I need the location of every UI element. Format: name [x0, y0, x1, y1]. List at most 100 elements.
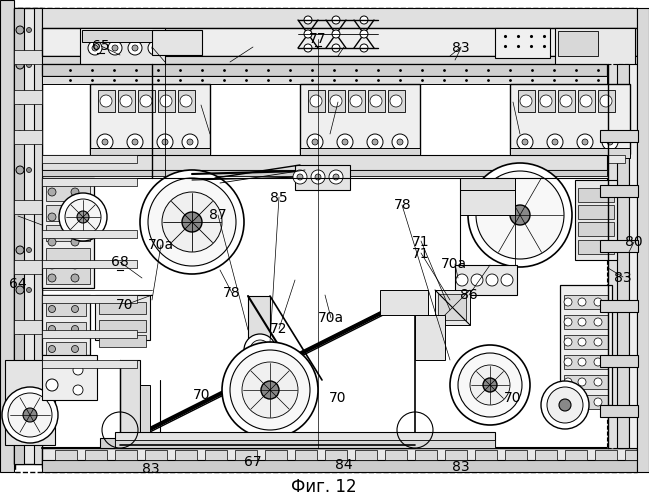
Bar: [625, 450, 647, 460]
Circle shape: [182, 212, 202, 232]
Bar: [46, 342, 86, 356]
Bar: [575, 180, 617, 260]
Circle shape: [602, 134, 618, 150]
Circle shape: [23, 408, 37, 422]
Circle shape: [16, 26, 24, 34]
Circle shape: [27, 132, 32, 138]
Bar: [100, 438, 420, 448]
Bar: [42, 155, 607, 170]
Circle shape: [547, 387, 583, 423]
Bar: [385, 450, 407, 460]
Bar: [435, 290, 470, 325]
Bar: [42, 355, 97, 400]
Circle shape: [71, 238, 79, 246]
Circle shape: [48, 238, 56, 246]
Bar: [115, 450, 137, 460]
Bar: [42, 56, 637, 64]
Circle shape: [458, 353, 522, 417]
Circle shape: [486, 274, 498, 286]
Text: 83: 83: [614, 270, 632, 284]
Circle shape: [559, 399, 571, 411]
Bar: [46, 302, 86, 316]
Circle shape: [48, 274, 56, 282]
Bar: [99, 302, 146, 314]
Bar: [14, 50, 42, 64]
Circle shape: [397, 139, 403, 145]
Circle shape: [329, 170, 343, 184]
Circle shape: [27, 368, 32, 372]
Bar: [415, 315, 445, 360]
Circle shape: [600, 95, 612, 107]
Circle shape: [578, 378, 586, 386]
Bar: [495, 28, 550, 58]
Bar: [140, 385, 150, 445]
Circle shape: [27, 168, 32, 172]
Text: 72: 72: [271, 322, 288, 336]
Bar: [560, 285, 612, 405]
Bar: [42, 448, 637, 468]
Circle shape: [578, 338, 586, 346]
Bar: [42, 28, 637, 56]
Circle shape: [16, 246, 24, 254]
Circle shape: [97, 134, 113, 150]
Bar: [515, 155, 625, 163]
Text: 87: 87: [208, 208, 227, 222]
Bar: [95, 155, 205, 163]
Bar: [564, 315, 608, 329]
Circle shape: [140, 95, 152, 107]
Circle shape: [332, 30, 340, 38]
Text: 78: 78: [393, 198, 411, 212]
Text: 84: 84: [335, 458, 353, 472]
Bar: [145, 450, 167, 460]
Circle shape: [350, 95, 362, 107]
Bar: [34, 8, 42, 464]
Circle shape: [450, 345, 530, 425]
Bar: [564, 295, 608, 309]
Circle shape: [127, 134, 143, 150]
Bar: [14, 380, 42, 394]
Circle shape: [148, 178, 236, 266]
Bar: [518, 90, 535, 112]
Bar: [118, 90, 135, 112]
Circle shape: [65, 199, 101, 235]
Circle shape: [560, 95, 572, 107]
Text: 83: 83: [452, 41, 470, 55]
Circle shape: [46, 379, 58, 391]
Circle shape: [8, 393, 52, 437]
Circle shape: [16, 326, 24, 334]
Bar: [42, 295, 90, 355]
Bar: [115, 440, 495, 448]
Circle shape: [187, 139, 193, 145]
Circle shape: [88, 41, 102, 55]
Circle shape: [337, 134, 353, 150]
Circle shape: [578, 318, 586, 326]
Bar: [205, 450, 227, 460]
Bar: [42, 260, 137, 268]
Circle shape: [242, 362, 298, 418]
Circle shape: [370, 95, 382, 107]
Circle shape: [244, 334, 276, 366]
Circle shape: [2, 387, 58, 443]
Bar: [535, 450, 557, 460]
Circle shape: [342, 139, 348, 145]
Circle shape: [59, 193, 107, 241]
Text: 65: 65: [92, 39, 110, 53]
Circle shape: [152, 45, 158, 51]
Circle shape: [332, 44, 340, 52]
Circle shape: [140, 170, 244, 274]
Circle shape: [16, 406, 24, 414]
Bar: [235, 450, 257, 460]
Circle shape: [132, 45, 138, 51]
Text: 78: 78: [223, 286, 241, 300]
Bar: [564, 375, 608, 389]
Bar: [85, 450, 107, 460]
Bar: [0, 0, 14, 472]
Bar: [14, 260, 42, 274]
Bar: [368, 90, 385, 112]
Circle shape: [360, 44, 368, 52]
Bar: [14, 200, 42, 214]
Circle shape: [594, 338, 602, 346]
Circle shape: [578, 298, 586, 306]
Circle shape: [27, 28, 32, 32]
Circle shape: [456, 274, 468, 286]
